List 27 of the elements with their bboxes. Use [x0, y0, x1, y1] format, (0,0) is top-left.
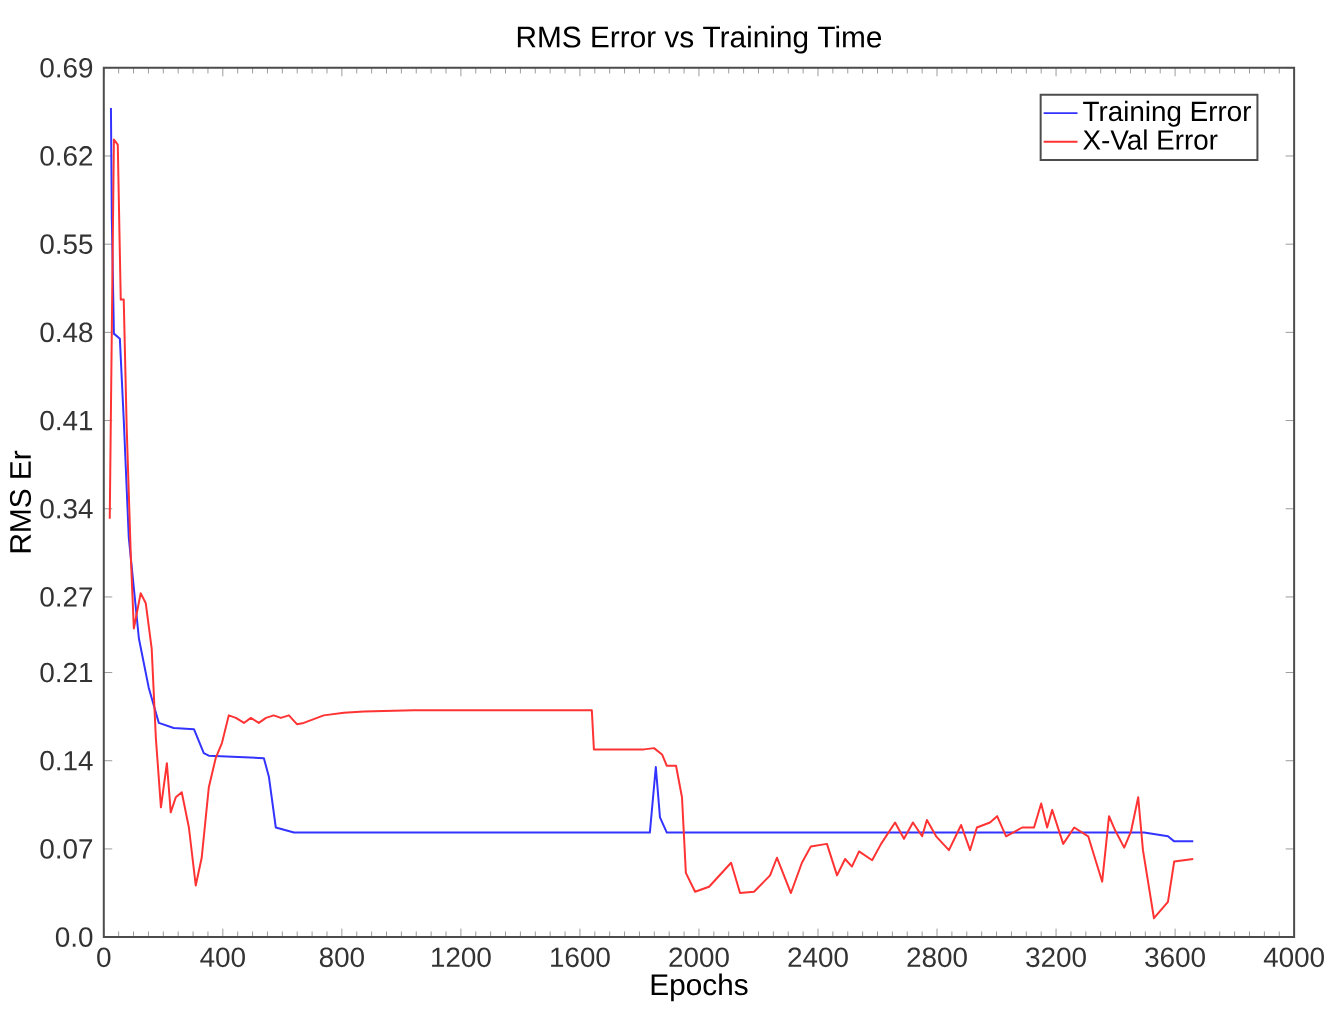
x-tick-label: 1200 [432, 947, 491, 968]
x-tick-label: 4000 [1263, 947, 1324, 968]
x-tick-label: 0 [97, 947, 111, 968]
y-tick-label: 0.34 [40, 498, 93, 519]
y-tick-label: 0.27 [40, 587, 93, 607]
y-tick-label: 0.0 [55, 927, 93, 948]
y-tick-label: 0.48 [40, 322, 93, 343]
x-tick-label: 3600 [1145, 947, 1205, 968]
y-tick-label: 0.62 [40, 146, 93, 166]
y-tick-label: 0.14 [40, 750, 93, 771]
legend-label: Training Error [1083, 100, 1251, 127]
legend-label: X-Val Error [1083, 129, 1218, 150]
x-axis-title: Epochs [651, 973, 748, 1002]
x-tick-label: 2800 [907, 947, 967, 968]
x-tick-label: 800 [319, 947, 364, 968]
y-tick-label: 0.21 [40, 662, 93, 683]
y-axis-title: RMS Er [9, 450, 32, 553]
y-tick-label: 0.41 [40, 410, 93, 431]
x-tick-label: 400 [200, 947, 245, 968]
x-tick-label: 3200 [1026, 947, 1086, 968]
x-tick-label: 1600 [551, 947, 610, 968]
x-tick-label: 2000 [669, 947, 729, 968]
x-tick-label: 2400 [788, 947, 848, 968]
chart-title: RMS Error vs Training Time [517, 25, 882, 54]
y-tick-label: 0.07 [40, 839, 93, 859]
y-tick-label: 0.69 [40, 57, 93, 78]
y-tick-label: 0.55 [40, 234, 93, 255]
